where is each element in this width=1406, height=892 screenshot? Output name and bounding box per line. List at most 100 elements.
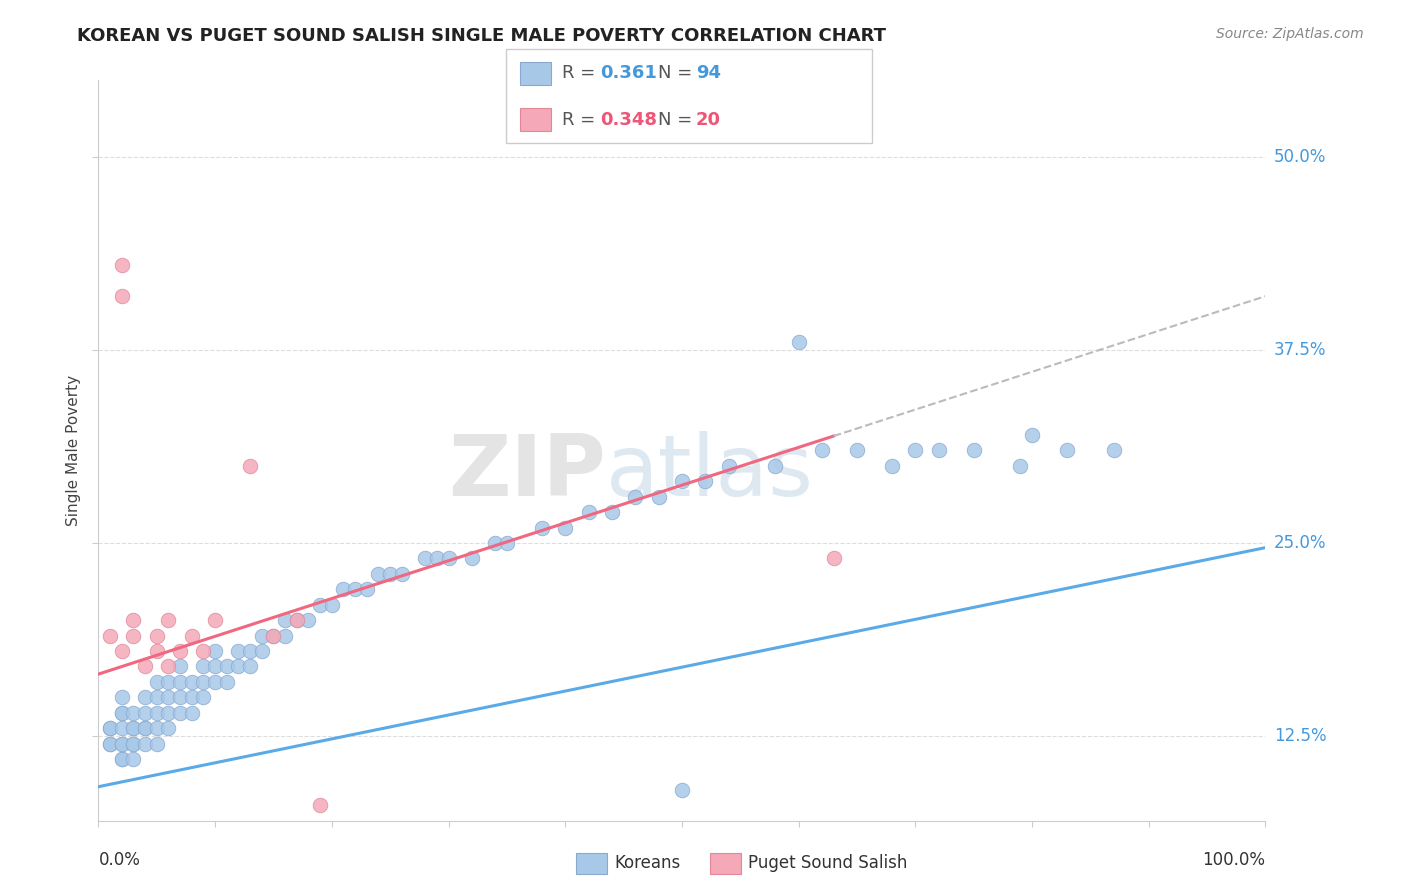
Point [1056,443,1078,458]
Point [356,582,378,597]
Text: 0.361: 0.361 [600,64,657,82]
Point [169,644,191,658]
Point [111,752,134,766]
Point [717,458,740,473]
Point [122,752,145,766]
Point [204,659,226,673]
Point [530,520,553,534]
Point [157,690,180,705]
Text: atlas: atlas [606,431,814,514]
Point [215,674,238,689]
Text: 94: 94 [696,64,721,82]
Point [787,335,810,350]
Point [193,674,215,689]
Point [309,598,332,612]
Point [274,628,297,642]
Point [157,659,180,673]
Point [671,475,693,489]
Point [262,628,284,642]
Point [204,644,226,658]
Point [122,721,145,735]
Point [111,706,134,720]
Point [250,644,273,658]
Point [180,674,202,689]
Point [928,443,950,458]
Point [204,613,226,627]
Text: N =: N = [658,111,697,128]
Point [228,659,250,673]
Point [695,475,717,489]
Point [239,659,262,673]
Point [146,628,169,642]
Point [823,551,845,566]
Point [111,721,134,735]
Text: R =: R = [562,111,602,128]
Point [624,490,647,504]
Text: 20: 20 [696,111,721,128]
Point [239,644,262,658]
Point [554,520,576,534]
Point [239,458,262,473]
Point [122,628,145,642]
Text: ZIP: ZIP [449,431,606,514]
Point [122,706,145,720]
Point [880,458,903,473]
Point [193,690,215,705]
Point [180,690,202,705]
Point [122,613,145,627]
Point [426,551,449,566]
Point [134,737,156,751]
Point [671,782,693,797]
Text: 0.0%: 0.0% [98,851,141,869]
Point [111,752,134,766]
Text: 0.348: 0.348 [600,111,658,128]
Text: Koreans: Koreans [614,855,681,872]
Text: 12.5%: 12.5% [1274,727,1326,745]
Point [111,289,134,303]
Point [146,644,169,658]
Point [1021,428,1043,442]
Point [146,721,169,735]
Point [169,690,191,705]
Point [134,690,156,705]
Text: 50.0%: 50.0% [1274,148,1326,167]
Point [111,690,134,705]
Point [367,566,389,581]
Point [274,613,297,627]
Point [169,674,191,689]
Point [811,443,834,458]
Point [98,737,121,751]
Point [134,706,156,720]
Point [204,674,226,689]
Point [600,505,623,519]
Text: Source: ZipAtlas.com: Source: ZipAtlas.com [1216,27,1364,41]
Point [111,644,134,658]
Point [647,490,669,504]
Point [111,737,134,751]
Point [344,582,367,597]
Point [484,536,506,550]
Point [98,721,121,735]
Point [193,644,215,658]
Point [413,551,436,566]
Point [962,443,984,458]
Point [146,674,169,689]
Point [157,674,180,689]
Point [122,737,145,751]
Point [146,737,169,751]
Point [215,659,238,673]
Point [228,644,250,658]
Point [285,613,308,627]
Point [332,582,354,597]
Point [846,443,869,458]
Point [391,566,413,581]
Point [157,706,180,720]
Text: 100.0%: 100.0% [1202,851,1265,869]
Point [496,536,519,550]
Point [98,628,121,642]
Point [98,721,121,735]
Point [169,706,191,720]
Point [180,706,202,720]
Point [437,551,460,566]
Point [111,706,134,720]
